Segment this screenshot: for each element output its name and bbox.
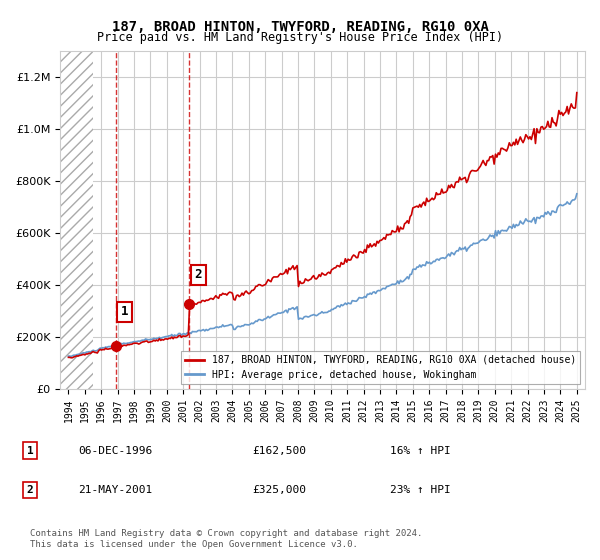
Text: Contains HM Land Registry data © Crown copyright and database right 2024.
This d: Contains HM Land Registry data © Crown c…: [30, 529, 422, 549]
Text: £325,000: £325,000: [252, 485, 306, 495]
Legend: 187, BROAD HINTON, TWYFORD, READING, RG10 0XA (detached house), HPI: Average pri: 187, BROAD HINTON, TWYFORD, READING, RG1…: [181, 351, 580, 384]
Text: Price paid vs. HM Land Registry's House Price Index (HPI): Price paid vs. HM Land Registry's House …: [97, 31, 503, 44]
Text: 2: 2: [194, 268, 202, 281]
Text: 21-MAY-2001: 21-MAY-2001: [78, 485, 152, 495]
Text: £162,500: £162,500: [252, 446, 306, 456]
Bar: [60, 52, 93, 389]
Text: 1: 1: [26, 446, 34, 456]
Text: 2: 2: [26, 485, 34, 495]
Text: 23% ↑ HPI: 23% ↑ HPI: [390, 485, 451, 495]
Text: 16% ↑ HPI: 16% ↑ HPI: [390, 446, 451, 456]
Text: 1: 1: [121, 305, 129, 318]
Text: 187, BROAD HINTON, TWYFORD, READING, RG10 0XA: 187, BROAD HINTON, TWYFORD, READING, RG1…: [112, 20, 488, 34]
Text: 06-DEC-1996: 06-DEC-1996: [78, 446, 152, 456]
